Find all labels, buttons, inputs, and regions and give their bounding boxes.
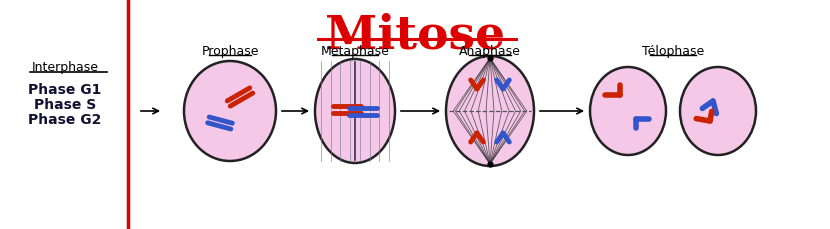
Text: Anaphase: Anaphase [459,44,521,57]
Ellipse shape [184,62,276,161]
Text: Interphase: Interphase [32,60,99,73]
Ellipse shape [680,68,756,155]
Text: Metaphase: Metaphase [320,44,389,57]
Text: Mitose: Mitose [325,12,505,58]
Text: Télophase: Télophase [642,44,704,57]
Ellipse shape [590,68,666,155]
Text: Phase G1: Phase G1 [28,83,102,97]
Text: Phase G2: Phase G2 [28,112,102,126]
Text: Prophase: Prophase [201,44,259,57]
Ellipse shape [315,60,395,163]
Text: Phase S: Phase S [34,98,96,112]
Ellipse shape [446,57,534,166]
